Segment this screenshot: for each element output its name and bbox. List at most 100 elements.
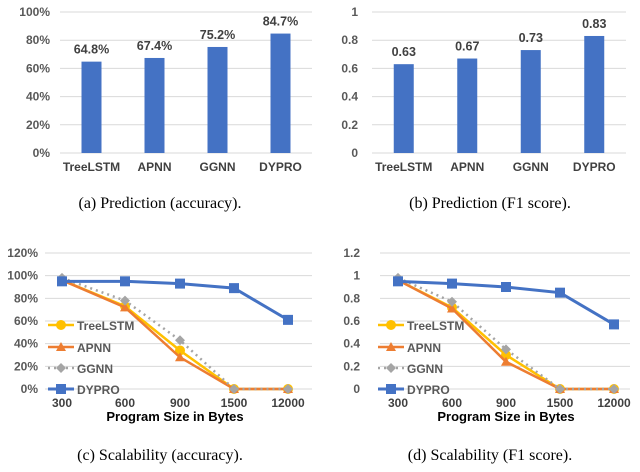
legend-marker xyxy=(56,342,66,351)
data-label: 0.67 xyxy=(455,40,479,54)
y-tick-label: 0.4 xyxy=(343,337,360,351)
data-point xyxy=(120,295,130,306)
y-tick-label: 0.4 xyxy=(341,90,358,104)
y-tick-label: 100% xyxy=(19,5,50,19)
data-point xyxy=(555,384,565,394)
legend-label: GGNN xyxy=(77,362,113,376)
x-axis-title: Program Size in Bytes xyxy=(437,409,574,424)
x-tick-label: 300 xyxy=(388,396,408,410)
y-tick-label: 0.2 xyxy=(341,118,358,132)
y-tick-label: 0 xyxy=(351,146,358,160)
data-point xyxy=(447,303,457,313)
x-tick-label: 12000 xyxy=(597,396,631,410)
x-tick-label: DYPRO xyxy=(573,160,616,174)
data-label: 84.7% xyxy=(263,15,298,29)
x-axis-title: Program Size in Bytes xyxy=(106,409,243,424)
y-tick-label: 60% xyxy=(26,61,50,75)
legend-label: DYPRO xyxy=(407,383,450,397)
data-point xyxy=(501,350,511,360)
caption: (c) Scalability (accuracy). xyxy=(77,447,243,464)
x-tick-label: 1500 xyxy=(221,396,248,410)
legend-marker xyxy=(56,320,66,330)
series-line-ggnn xyxy=(397,276,614,391)
bar xyxy=(81,61,102,153)
y-tick-label: 0.6 xyxy=(341,61,358,75)
y-tick-label: 40% xyxy=(14,337,38,351)
data-point xyxy=(229,384,239,394)
legend-label: DYPRO xyxy=(77,383,120,397)
legend-label: APNN xyxy=(407,341,441,355)
y-tick-label: 0.8 xyxy=(343,291,360,305)
x-tick-label: GGNN xyxy=(200,160,236,174)
y-tick-label: 1 xyxy=(351,5,358,19)
x-tick-label: 600 xyxy=(115,396,135,410)
data-label: 0.73 xyxy=(519,31,543,45)
data-point xyxy=(609,319,619,330)
data-point xyxy=(120,302,130,312)
data-point xyxy=(283,384,293,394)
data-point xyxy=(120,276,130,287)
data-point xyxy=(393,276,403,287)
data-point xyxy=(283,314,293,325)
y-tick-label: 0 xyxy=(353,382,360,396)
x-tick-label: TreeLSTM xyxy=(375,160,432,174)
x-tick-label: 300 xyxy=(52,396,72,410)
data-point xyxy=(555,287,565,298)
legend-label: APNN xyxy=(77,341,111,355)
y-tick-label: 80% xyxy=(14,291,38,305)
data-point xyxy=(175,335,185,346)
x-tick-label: 900 xyxy=(496,396,516,410)
y-tick-label: 60% xyxy=(14,314,38,328)
x-tick-label: APNN xyxy=(137,160,171,174)
legend-label: TreeLSTM xyxy=(77,319,134,333)
bar xyxy=(144,57,165,153)
data-point xyxy=(229,283,239,294)
caption: (d) Scalability (F1 score). xyxy=(408,447,572,464)
y-tick-label: 40% xyxy=(26,90,50,104)
y-tick-label: 1 xyxy=(353,269,360,283)
legend-marker xyxy=(386,320,396,330)
data-label: 0.83 xyxy=(582,17,606,31)
data-point xyxy=(447,278,457,289)
y-tick-label: 20% xyxy=(14,359,38,373)
x-tick-label: DYPRO xyxy=(259,160,302,174)
y-tick-label: 80% xyxy=(26,33,50,47)
bar xyxy=(207,46,228,153)
x-tick-label: 1500 xyxy=(547,396,574,410)
data-label: 0.63 xyxy=(392,45,416,59)
y-tick-label: 0.6 xyxy=(343,314,360,328)
y-tick-label: 20% xyxy=(26,118,50,132)
bar xyxy=(584,35,605,153)
legend-marker xyxy=(56,363,66,373)
caption: (a) Prediction (accuracy). xyxy=(78,195,241,212)
x-tick-label: 12000 xyxy=(271,396,305,410)
legend-label: GGNN xyxy=(407,362,443,376)
legend-marker xyxy=(386,384,396,394)
y-tick-label: 0.2 xyxy=(343,359,360,373)
data-point xyxy=(447,296,457,307)
x-tick-label: 600 xyxy=(442,396,462,410)
data-label: 75.2% xyxy=(200,28,235,42)
bar xyxy=(270,33,291,154)
data-point xyxy=(501,356,511,366)
legend-label: TreeLSTM xyxy=(407,319,464,333)
data-point xyxy=(501,344,511,355)
y-tick-label: 0.8 xyxy=(341,33,358,47)
data-label: 64.8% xyxy=(74,43,109,57)
x-tick-label: TreeLSTM xyxy=(63,160,120,174)
y-tick-label: 1.2 xyxy=(343,246,360,260)
y-tick-label: 120% xyxy=(7,246,38,260)
bar xyxy=(520,50,541,153)
data-point xyxy=(501,282,511,292)
x-tick-label: 900 xyxy=(170,396,190,410)
data-point xyxy=(609,384,619,394)
y-tick-label: 0% xyxy=(33,146,51,160)
data-point xyxy=(175,345,185,356)
bar xyxy=(457,58,478,153)
data-label: 67.4% xyxy=(137,39,172,53)
y-tick-label: 100% xyxy=(7,269,38,283)
x-tick-label: GGNN xyxy=(513,160,549,174)
x-tick-label: APNN xyxy=(450,160,484,174)
legend-marker xyxy=(386,342,396,351)
